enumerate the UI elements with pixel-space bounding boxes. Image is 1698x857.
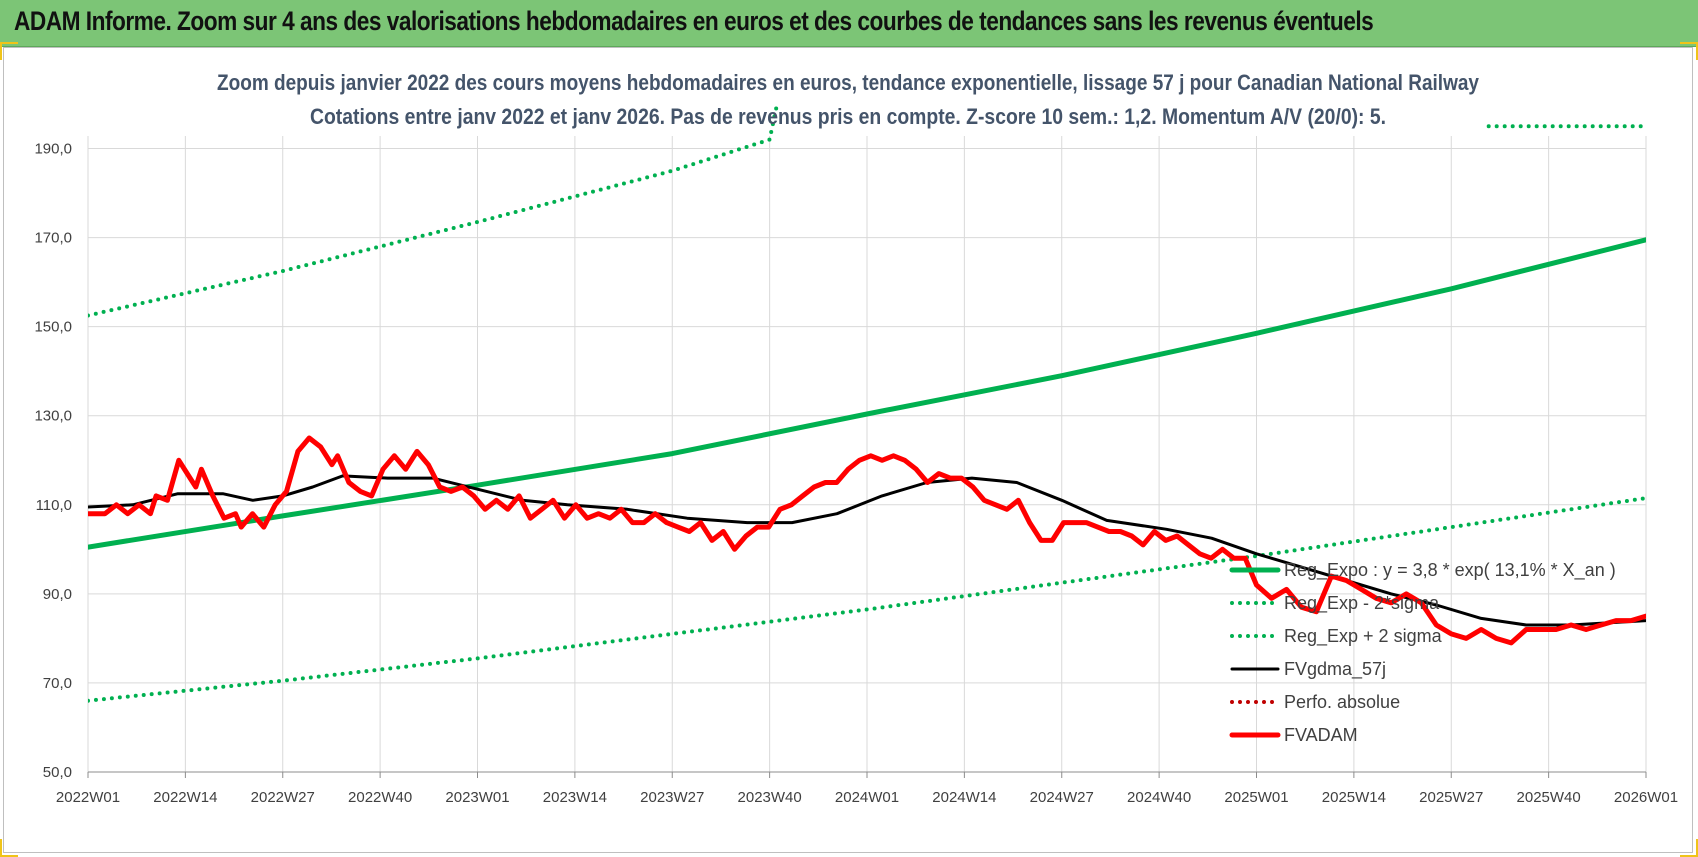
series-line-2 <box>88 104 780 318</box>
y-tick-label: 170,0 <box>34 230 72 247</box>
legend-label: FVADAM <box>1284 725 1358 745</box>
chart-frame <box>3 47 1693 853</box>
x-tick-label: 2022W27 <box>251 789 315 806</box>
corner-accent-tl <box>0 42 18 60</box>
x-tick-label: 2024W14 <box>932 789 996 806</box>
x-tick-label: 2023W14 <box>543 789 607 806</box>
corner-accent-br <box>1680 839 1698 857</box>
corner-accent-tr <box>1680 42 1698 60</box>
legend-label: Reg_Expo : y = 3,8 * exp( 13,1% * X_an ) <box>1284 560 1616 581</box>
series-line-0 <box>88 237 1646 550</box>
x-tick-label: 2022W01 <box>56 789 120 806</box>
x-tick-label: 2024W01 <box>835 789 899 806</box>
legend-label: Reg_Exp - 2*sigma <box>1284 593 1440 614</box>
x-tick-label: 2023W27 <box>640 789 704 806</box>
legend-label: Perfo. absolue <box>1284 692 1400 712</box>
y-tick-label: 50,0 <box>43 764 72 781</box>
report-title: ADAM Informe. Zoom sur 4 ans des valoris… <box>14 6 1374 36</box>
x-tick-label: 2024W27 <box>1030 789 1094 806</box>
series-line-1 <box>88 496 1646 703</box>
x-tick-label: 2023W40 <box>738 789 802 806</box>
x-tick-label: 2022W14 <box>153 789 217 806</box>
y-tick-label: 130,0 <box>34 408 72 425</box>
y-tick-label: 190,0 <box>34 141 72 158</box>
y-tick-label: 150,0 <box>34 319 72 336</box>
corner-accent-bl <box>0 839 18 857</box>
series-line-3 <box>88 474 1646 627</box>
y-axis-ticks: 50,0 70,0 90,0 110,0 130,0 150,0 170,0 190,0 <box>34 141 72 781</box>
legend-label: FVgdma_57j <box>1284 659 1386 680</box>
y-tick-label: 90,0 <box>43 586 72 603</box>
chart-title: Zoom depuis janvier 2022 des cours moyen… <box>217 70 1480 95</box>
x-tick-label: 2026W01 <box>1614 789 1678 806</box>
header-bar: ADAM Informe. Zoom sur 4 ans des valoris… <box>0 0 1698 47</box>
legend: Reg_Expo : y = 3,8 * exp( 13,1% * X_an )… <box>1229 560 1616 745</box>
x-tick-label: 2024W40 <box>1127 789 1191 806</box>
y-tick-label: 70,0 <box>43 675 72 692</box>
x-tick-label: 2025W40 <box>1517 789 1581 806</box>
x-tick-label: 2025W27 <box>1419 789 1483 806</box>
x-tick-label: 2025W14 <box>1322 789 1386 806</box>
y-tick-label: 110,0 <box>36 497 72 514</box>
x-tick-label: 2022W40 <box>348 789 412 806</box>
x-axis-ticks: 2022W01 2022W14 2022W27 2022W40 2023W01 2023W… <box>56 771 1678 806</box>
x-tick-label: 2025W01 <box>1224 789 1288 806</box>
grid <box>87 136 1647 773</box>
legend-label: Reg_Exp + 2 sigma <box>1284 626 1443 647</box>
series-line-5 <box>88 435 1646 646</box>
series-layer <box>88 104 1646 703</box>
chart-subtitle: Cotations entre janv 2022 et janv 2026. … <box>310 104 1386 129</box>
x-tick-label: 2023W01 <box>445 789 509 806</box>
